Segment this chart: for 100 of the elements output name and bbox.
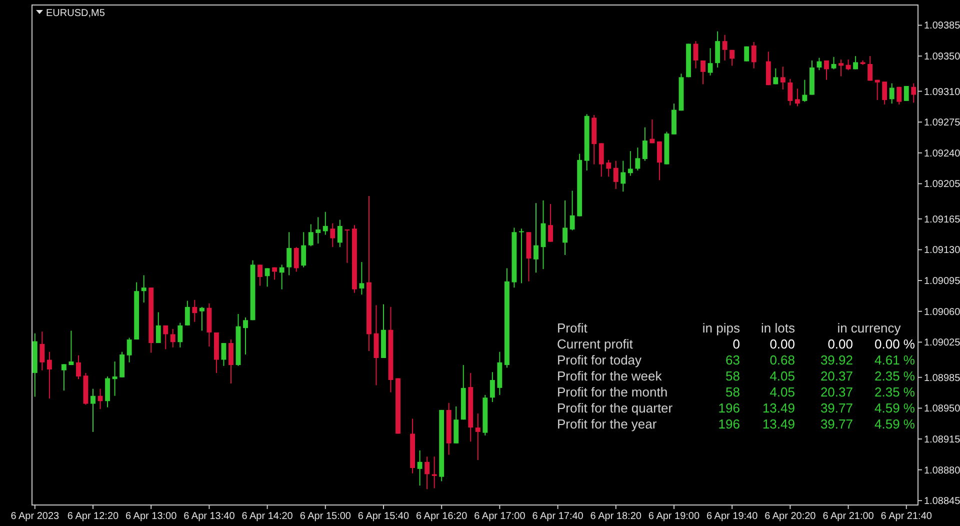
y-tick-label: 1.09275 (924, 118, 960, 129)
y-tick-label: 1.09165 (924, 214, 960, 226)
candlestick (846, 59, 851, 71)
candlestick (613, 160, 618, 190)
candlestick (766, 51, 771, 86)
y-tick-label: 1.08985 (924, 372, 960, 384)
annotation: 20.37 (820, 384, 853, 400)
annotation: in lots (761, 320, 796, 336)
annotation: Profit for the year (557, 416, 658, 432)
candlestick (562, 200, 568, 256)
y-tick-label: 1.08880 (924, 465, 960, 476)
annotation: 2.35 % (874, 384, 916, 400)
candlestick (548, 203, 553, 242)
annotation: Profit (557, 320, 588, 336)
candlestick (228, 339, 234, 384)
annotation: 0.68 (770, 352, 795, 368)
candlestick (126, 337, 132, 363)
candlestick (650, 118, 655, 144)
x-tick-label: 6 Apr 14:20 (242, 511, 294, 522)
x-tick-label: 6 Apr 19:00 (648, 511, 700, 522)
candlestick (279, 264, 284, 290)
annotation: 39.77 (820, 400, 853, 416)
candlestick (272, 266, 278, 280)
candlestick (330, 222, 336, 248)
candlestick (61, 364, 66, 392)
annotation: 58 (726, 368, 740, 384)
candlestick (454, 406, 459, 444)
candlestick (744, 46, 750, 62)
candlestick (802, 79, 808, 102)
y-tick-label: 1.09025 (924, 338, 960, 349)
candlestick (40, 331, 45, 371)
candlestick (316, 216, 321, 244)
candlestick (889, 82, 894, 104)
x-tick-label: 6 Apr 2023 (10, 511, 60, 522)
candlestick (722, 34, 728, 61)
candlestick (540, 200, 546, 270)
candlestick (853, 56, 858, 70)
candlestick (730, 49, 735, 66)
candlestick (264, 268, 270, 288)
candlestick (693, 40, 698, 69)
candlestick (308, 224, 314, 247)
candlestick (192, 299, 198, 322)
annotation: Profit for the month (557, 384, 668, 400)
candlestick (715, 30, 720, 68)
candlestick (424, 456, 430, 490)
candlestick (868, 56, 873, 82)
candlestick (831, 56, 836, 70)
candlestick (90, 388, 96, 432)
annotation: 4.05 (770, 384, 795, 400)
candlestick (635, 147, 640, 171)
candlestick (874, 79, 880, 101)
annotation: in pips (702, 320, 740, 336)
candlestick (112, 361, 118, 396)
annotation: 4.59 % (874, 400, 916, 416)
candlestick (490, 372, 495, 403)
candlestick (794, 88, 800, 107)
y-tick-label: 1.08915 (924, 434, 960, 446)
candlestick (156, 312, 161, 344)
x-tick-label: 6 Apr 17:40 (532, 511, 584, 522)
candlestick (656, 140, 662, 181)
candlestick (911, 82, 916, 104)
x-tick-label: 6 Apr 21:00 (822, 511, 874, 522)
annotation: 4.59 % (874, 416, 916, 432)
candlestick (896, 86, 902, 105)
x-tick-label: 6 Apr 21:40 (880, 511, 932, 522)
annotation: 196 (718, 400, 740, 416)
candlestick (432, 456, 437, 489)
candlestick (199, 306, 204, 332)
annotation: 0.00 (828, 336, 853, 352)
annotation: Profit for today (557, 352, 642, 368)
candlestick (178, 322, 183, 348)
annotation: 39.92 (820, 352, 853, 368)
candlestick (301, 232, 306, 268)
y-tick-label: 1.09060 (924, 306, 960, 318)
y-tick-label: 1.09350 (924, 52, 960, 63)
y-tick-label: 1.09240 (924, 148, 960, 160)
candlestick (824, 60, 829, 80)
chart-title: EURUSD,M5 (46, 8, 106, 19)
candlestick (773, 68, 778, 85)
annotation: Current profit (557, 336, 634, 352)
candlestick (105, 376, 110, 408)
candlestick (344, 228, 350, 264)
candlestick (46, 351, 52, 399)
x-tick-label: 6 Apr 16:20 (416, 511, 468, 522)
candlestick (417, 450, 422, 486)
annotation: 2.35 % (874, 368, 916, 384)
candlestick (700, 60, 706, 85)
candlestick (170, 328, 176, 348)
y-tick-label: 1.09310 (924, 86, 960, 98)
annotation: 39.77 (820, 416, 853, 432)
candlestick (68, 330, 74, 366)
candlestick (359, 262, 364, 296)
candlestick (606, 159, 612, 178)
x-tick-label: 6 Apr 13:00 (126, 511, 178, 522)
x-tick-label: 6 Apr 12:20 (67, 511, 120, 522)
candlestick (620, 160, 626, 192)
candlestick (184, 300, 190, 326)
candlestick (642, 126, 648, 162)
x-tick-label: 6 Apr 18:20 (590, 511, 642, 522)
candlestick (534, 202, 538, 274)
